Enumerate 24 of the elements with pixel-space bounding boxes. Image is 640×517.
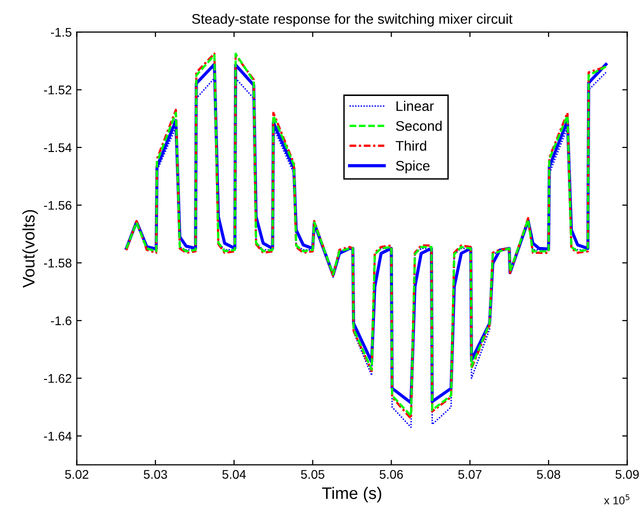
x-tick-label: 5.05	[301, 470, 324, 479]
y-tick-label: -1.52	[44, 86, 72, 94]
x-tick-label: 5.08	[536, 470, 560, 479]
legend-label: Second	[396, 120, 442, 131]
x-tick-label: 5.09	[616, 470, 639, 479]
legend-label: Linear	[396, 100, 434, 112]
y-tick-label: -1.56	[44, 200, 72, 210]
text: x 10$^{5}$	[604, 494, 630, 504]
y-axis-title: Vout(volts)	[22, 210, 38, 288]
x-tick-label: 5.04	[222, 470, 246, 479]
y-tick-label: -1.64	[44, 432, 72, 441]
y-tick-label: -1.62	[44, 374, 72, 383]
y-tick-label: -1.6	[50, 316, 72, 326]
x-tick-label: 5.03	[144, 470, 168, 479]
chart-title: Steady-state response for the switching mixer circuit	[192, 14, 512, 27]
x-axis-title: Time (s)	[322, 486, 382, 502]
x-tick-label: 5.07	[458, 470, 482, 479]
legend-label: Third	[396, 140, 426, 151]
y-tick-label: -1.5	[50, 28, 72, 37]
x-tick-label: 5.06	[380, 470, 403, 479]
x-tick-label: 5.02	[65, 470, 88, 479]
legend-label: Spice	[396, 160, 430, 174]
y-tick-label: -1.54	[44, 143, 72, 152]
y-tick-label: -1.58	[44, 258, 72, 268]
